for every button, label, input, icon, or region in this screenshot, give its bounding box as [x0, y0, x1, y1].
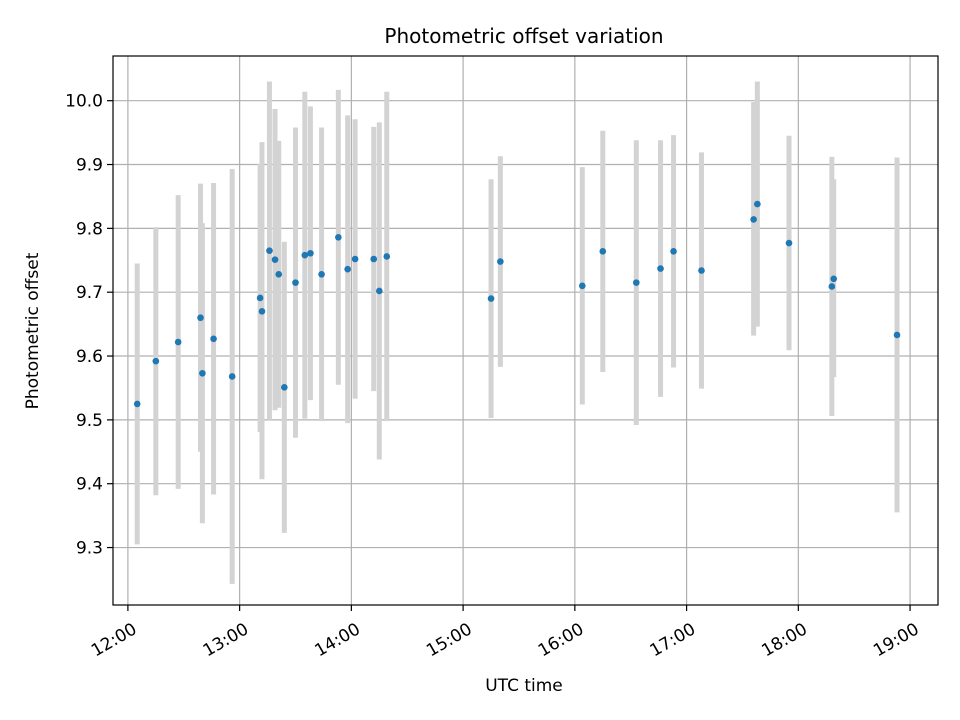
data-point: [256, 294, 264, 302]
data-point: [152, 357, 160, 365]
data-point: [307, 249, 314, 257]
data-point: [281, 384, 288, 391]
data-point: [579, 282, 586, 290]
data-point: [376, 287, 383, 295]
data-point: [301, 251, 309, 259]
data-point: [670, 248, 677, 255]
data-point: [487, 295, 495, 302]
y-axis-title: Photometric offset: [23, 252, 43, 409]
plot-frame: [112, 55, 939, 606]
data-point: [750, 216, 757, 223]
data-point: [383, 253, 391, 260]
data-point: [228, 373, 236, 380]
x-axis-title: UTC time: [485, 676, 563, 696]
data-point: [344, 265, 351, 273]
data-point: [133, 400, 141, 408]
y-axis: 9.3 9.4 9.5 9.6 9.7 9.8 9.9 10.0: [65, 92, 113, 559]
data-point: [785, 239, 793, 247]
data-point: [828, 283, 836, 290]
data-point: [370, 255, 378, 263]
y-tick-label: 9.4: [76, 475, 103, 495]
data-points: [133, 200, 901, 408]
data-point: [633, 279, 640, 286]
y-tick-label: 9.7: [76, 283, 103, 303]
data-point: [258, 308, 266, 315]
y-tick-label: 9.3: [76, 539, 103, 559]
data-point: [197, 314, 204, 322]
data-point: [292, 279, 299, 286]
data-point: [266, 247, 273, 255]
data-point: [199, 369, 206, 377]
data-point: [497, 258, 504, 265]
data-point: [271, 256, 279, 263]
y-tick-label: 9.9: [76, 156, 103, 176]
y-tick-label: 10.0: [65, 92, 103, 112]
y-tick-label: 9.8: [76, 219, 103, 239]
data-point: [351, 255, 359, 263]
data-point: [830, 275, 838, 283]
data-point: [335, 233, 342, 241]
data-point: [174, 338, 182, 346]
y-tick-label: 9.6: [76, 347, 103, 367]
data-point: [698, 267, 705, 274]
data-point: [275, 271, 283, 278]
data-point: [893, 331, 901, 339]
data-point: [754, 200, 761, 208]
data-point: [318, 271, 325, 278]
grid: [113, 56, 938, 605]
data-point: [657, 265, 664, 272]
data-point: [210, 335, 217, 343]
data-point: [599, 248, 607, 255]
chart-title: Photometric offset variation: [384, 24, 663, 48]
y-tick-label: 9.5: [76, 411, 103, 431]
